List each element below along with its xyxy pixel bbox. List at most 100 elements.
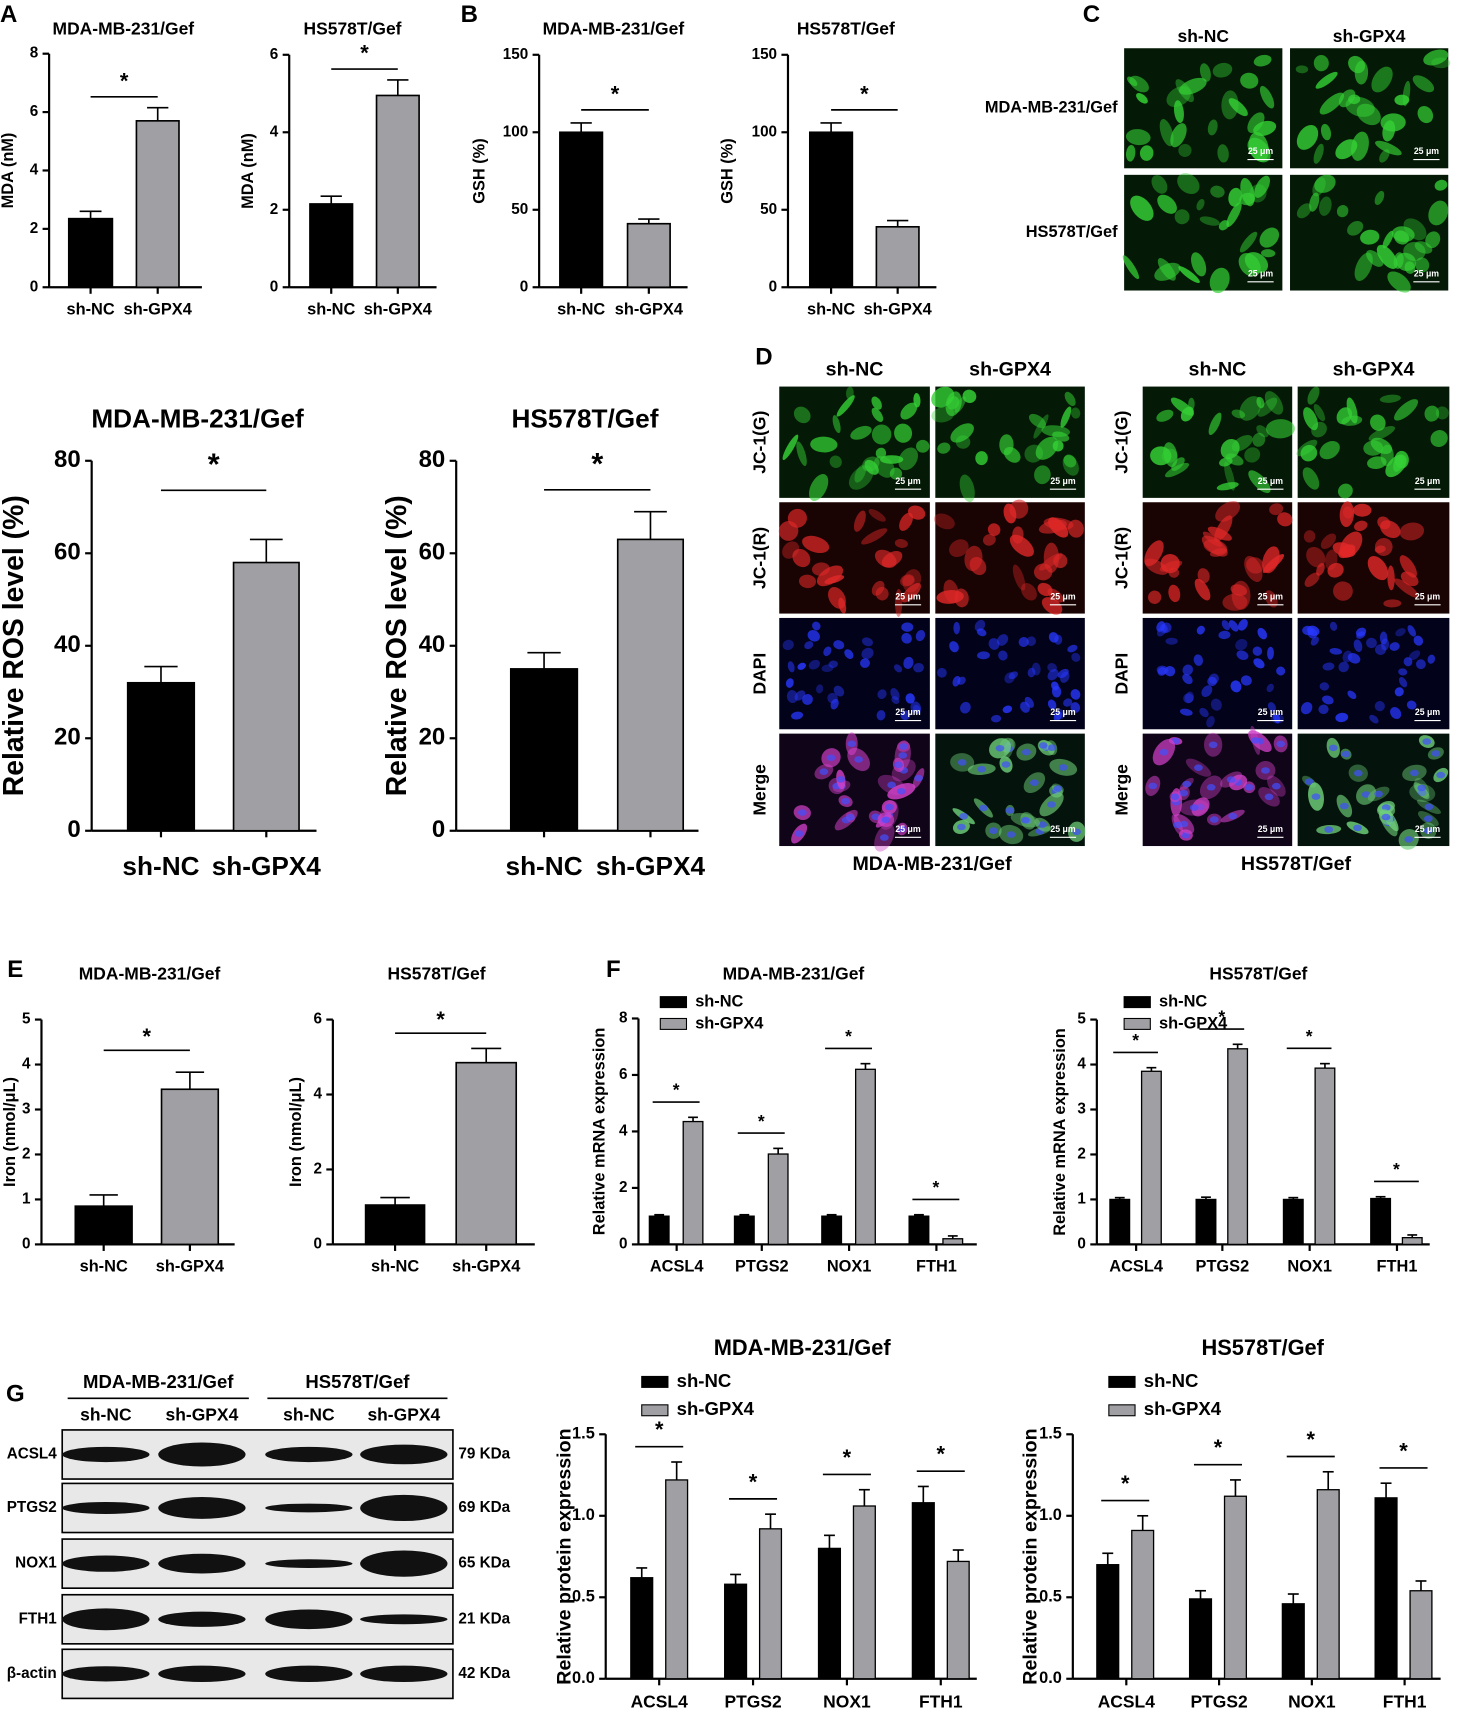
cell <box>1228 98 1248 117</box>
cell <box>934 513 955 530</box>
cell <box>1210 185 1225 198</box>
cell <box>1197 568 1210 584</box>
nucleus <box>959 812 969 820</box>
chart-title: HS578T/Gef <box>304 18 402 38</box>
row-label: JC-1(R) <box>1112 527 1132 589</box>
cell <box>1369 714 1379 724</box>
cell <box>786 690 798 704</box>
nucleus <box>894 761 903 769</box>
bar <box>616 538 685 832</box>
cell <box>1240 675 1252 686</box>
cell <box>1313 403 1326 422</box>
cell <box>1312 177 1326 197</box>
nucleus <box>957 759 967 766</box>
cell <box>861 528 888 545</box>
cell <box>1307 386 1320 405</box>
cell <box>889 467 903 480</box>
cell <box>1236 650 1249 660</box>
nucleus <box>1381 813 1391 821</box>
cell <box>1390 707 1402 719</box>
protein-label: NOX1 <box>15 1555 57 1572</box>
cell <box>1329 647 1343 655</box>
significance-mark: * <box>655 1417 664 1442</box>
y-tick-label: 3 <box>22 1101 31 1118</box>
cell <box>1228 187 1242 207</box>
size-label: 65 KDa <box>458 1555 510 1572</box>
bar <box>942 1238 964 1246</box>
bar <box>135 120 180 289</box>
cell <box>962 389 977 403</box>
cell <box>1183 693 1194 704</box>
cell <box>1060 406 1072 428</box>
bar <box>908 1215 930 1246</box>
nucleus <box>1417 784 1427 792</box>
cell <box>1196 625 1205 635</box>
cell <box>1351 131 1369 161</box>
bar <box>733 1215 755 1246</box>
significance-mark: * <box>436 1007 445 1032</box>
cell <box>1166 86 1191 108</box>
cell <box>1239 192 1256 206</box>
cell <box>861 637 874 647</box>
chart-title: HS578T/Gef <box>511 403 658 433</box>
cell <box>1047 669 1059 681</box>
cell <box>1374 644 1387 655</box>
cell <box>1314 174 1336 193</box>
row-label: HS578T/Gef <box>1026 223 1118 241</box>
significance-mark: * <box>843 1445 852 1470</box>
y-tick-label: 2 <box>619 1179 628 1196</box>
band <box>158 1665 246 1683</box>
scale-bar-label: 25 μm <box>1050 476 1075 486</box>
cell <box>1230 584 1248 596</box>
cell <box>787 661 795 673</box>
y-tick-label: 2 <box>30 220 39 237</box>
cell <box>1179 77 1207 95</box>
cell <box>976 628 987 637</box>
y-tick-label: 150 <box>752 46 777 63</box>
cell <box>1024 696 1034 708</box>
cell <box>1151 175 1168 194</box>
legend-label: sh-GPX4 <box>695 1014 764 1032</box>
cell <box>1427 654 1436 664</box>
cell <box>1348 55 1366 74</box>
cell <box>797 662 807 670</box>
nucleus <box>1410 769 1419 777</box>
nucleus <box>1170 793 1180 800</box>
cell <box>877 689 887 699</box>
cell <box>812 621 821 631</box>
x-tick-label: sh-NC <box>122 851 199 881</box>
cell <box>1248 470 1271 494</box>
y-tick-label: 1.5 <box>1039 1425 1062 1443</box>
cell <box>1178 143 1192 157</box>
band <box>62 1555 150 1572</box>
cell <box>1226 202 1242 228</box>
y-tick-label: 100 <box>503 123 528 140</box>
cell <box>950 423 974 443</box>
cell <box>823 646 832 657</box>
cell <box>1403 657 1413 667</box>
cell <box>1257 397 1278 417</box>
cell <box>1403 241 1426 261</box>
cell <box>1052 431 1070 442</box>
y-axis-label: GSH (%) <box>718 138 736 203</box>
scale-bar-label: 25 μm <box>1050 824 1075 834</box>
cell <box>796 441 807 467</box>
cell <box>1374 701 1385 712</box>
legend-swatch <box>659 1017 688 1030</box>
cell <box>899 574 915 587</box>
band <box>265 1503 353 1513</box>
nucleus <box>914 774 923 782</box>
cell <box>913 663 924 673</box>
chart-title: MDA-MB-231/Gef <box>91 403 304 433</box>
cell <box>1353 639 1363 652</box>
y-tick-label: 80 <box>54 446 81 473</box>
cell <box>1398 677 1408 688</box>
cell <box>1267 646 1274 660</box>
cell <box>810 436 838 453</box>
bar <box>626 222 671 289</box>
cell <box>1235 638 1248 651</box>
cell <box>1319 92 1345 115</box>
cell <box>1407 625 1417 637</box>
y-tick-label: 6 <box>313 1011 322 1028</box>
